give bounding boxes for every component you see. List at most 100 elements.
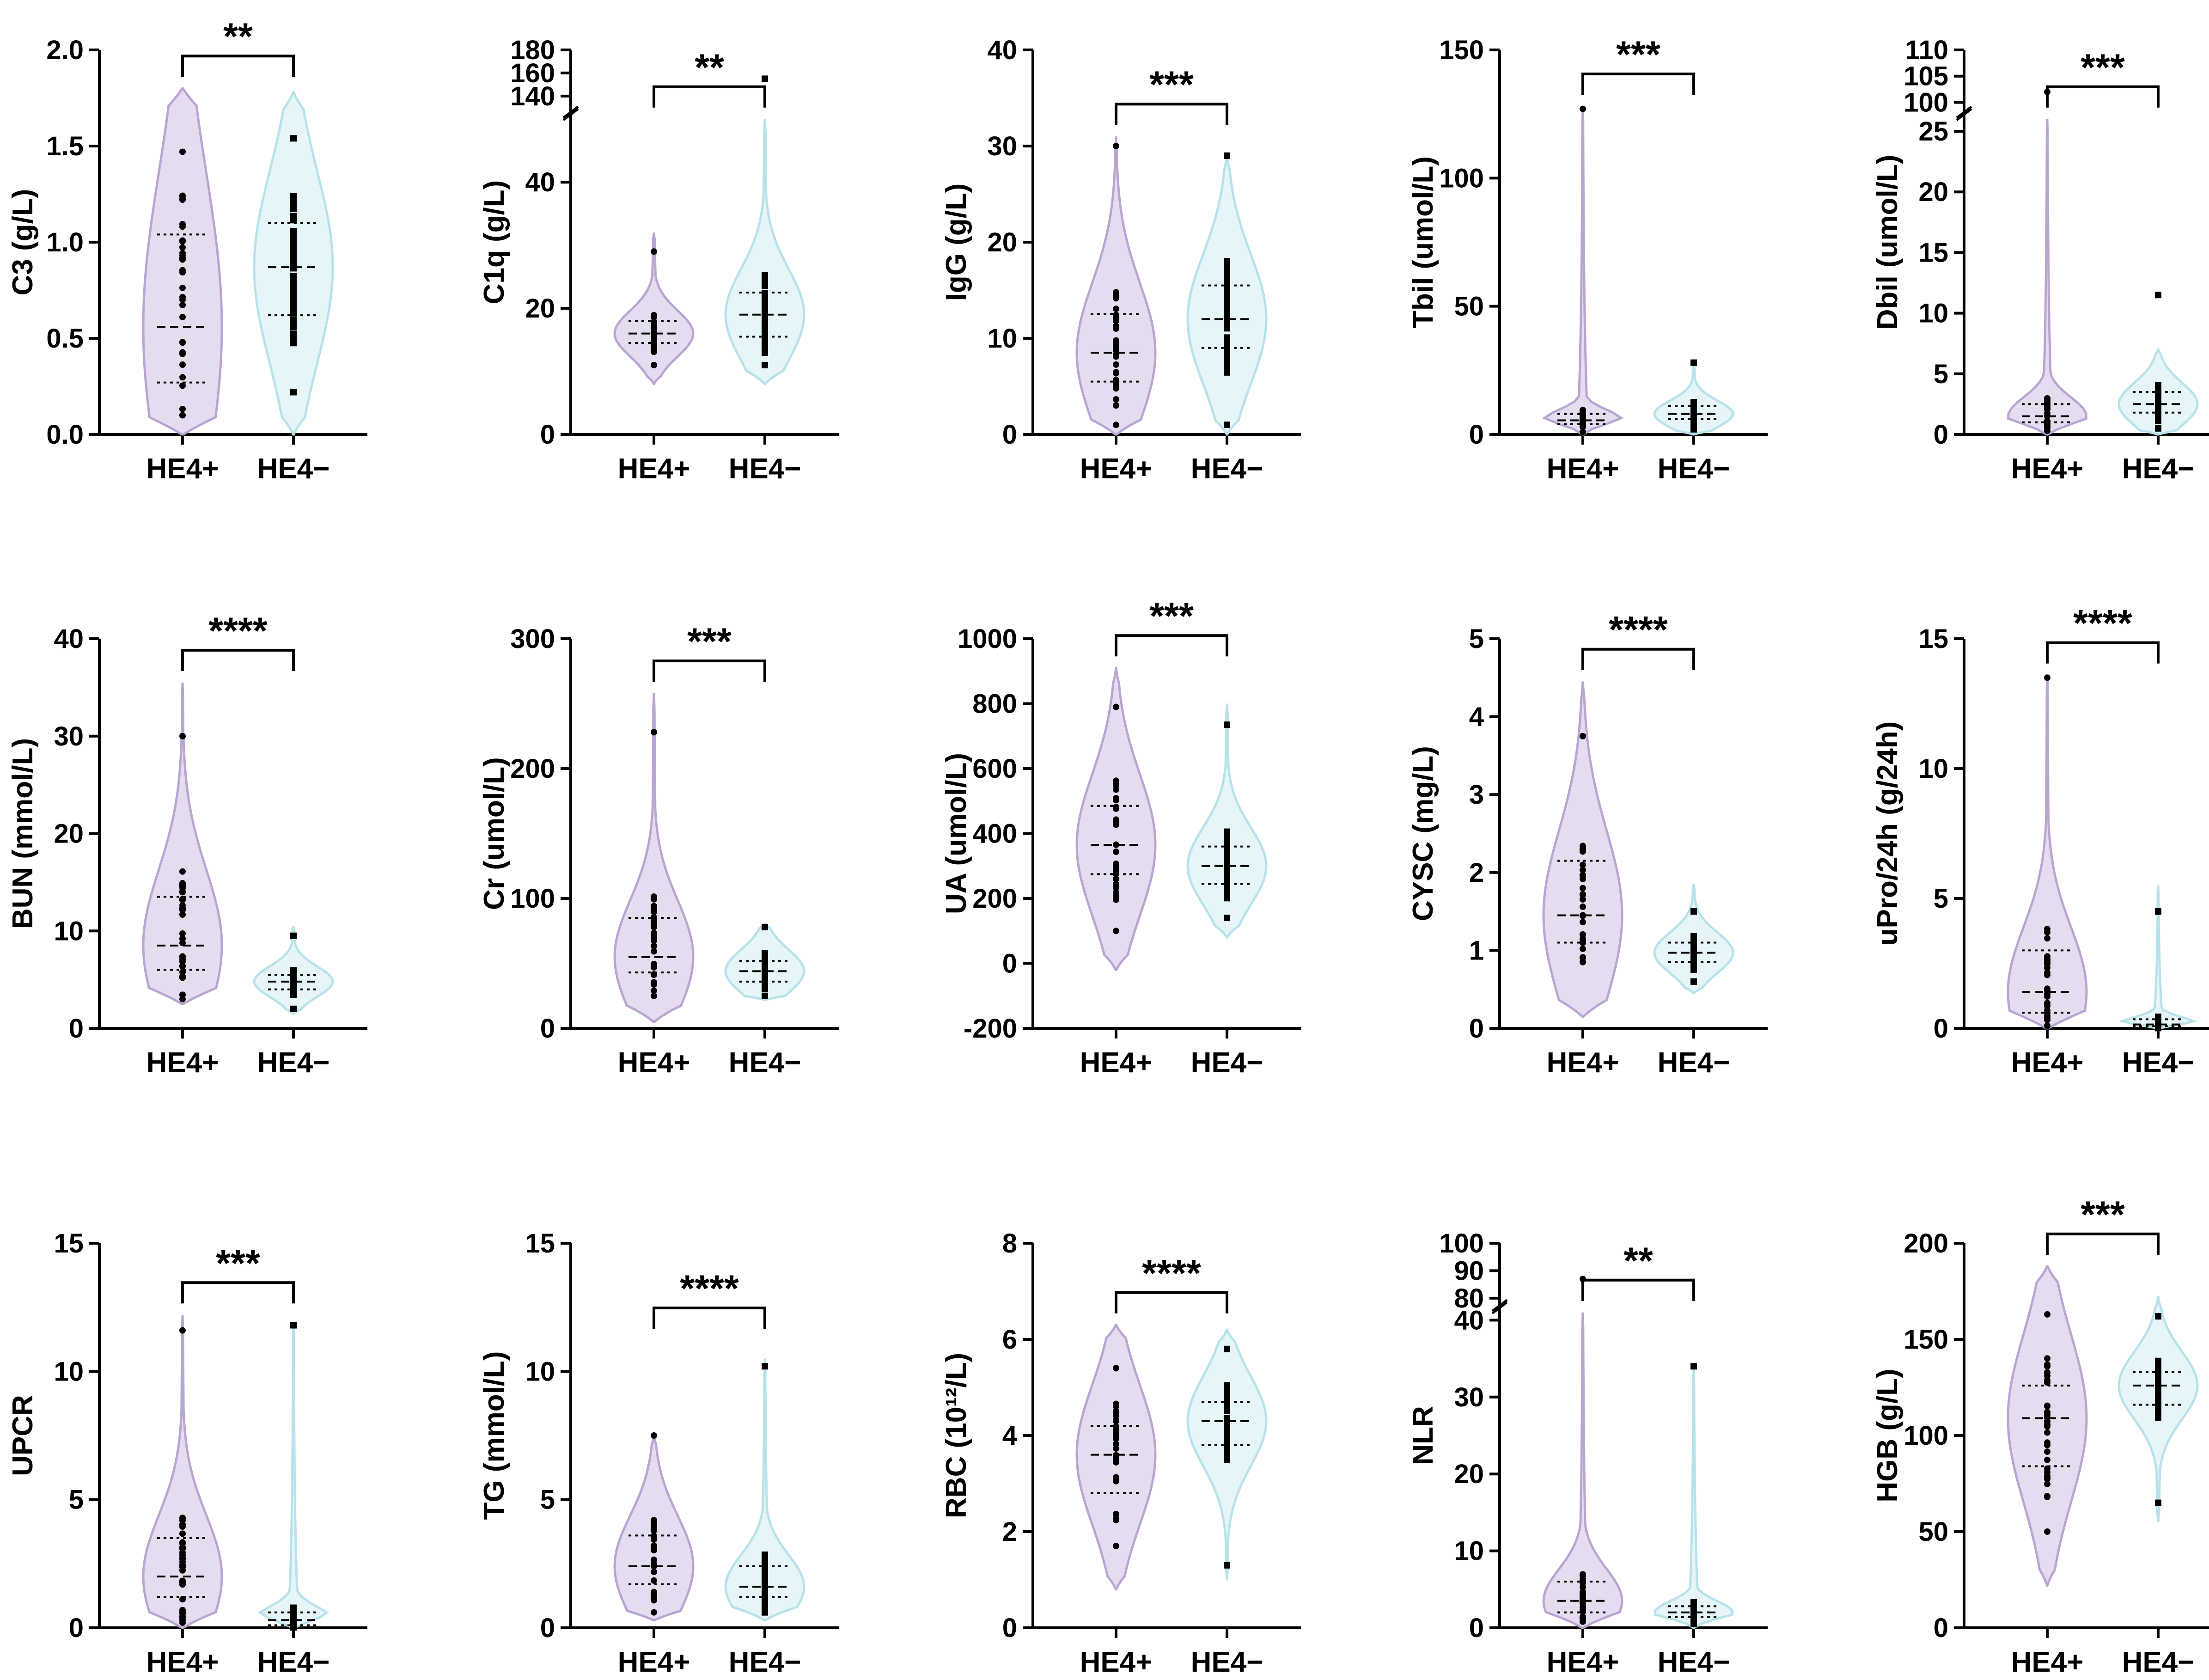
data-point — [1224, 422, 1230, 428]
x-category-label: HE4+ — [1547, 1646, 1619, 1678]
data-point — [1580, 903, 1586, 910]
x-category-label: HE4− — [257, 1047, 330, 1079]
data-point — [179, 349, 186, 356]
data-point — [651, 361, 657, 368]
y-tick-label: 100 — [1439, 163, 1484, 193]
significance-stars: *** — [1149, 595, 1194, 637]
data-point — [762, 361, 768, 368]
significance-stars: **** — [680, 1268, 739, 1310]
y-tick-label: 0.5 — [46, 324, 84, 354]
y-axis-title: BUN (mmol/L) — [7, 738, 39, 929]
significance-bracket — [1115, 1291, 1228, 1313]
y-tick-label: 40 — [525, 167, 555, 197]
data-point — [651, 321, 657, 328]
data-point — [290, 294, 297, 301]
y-tick-label: 0 — [1469, 420, 1484, 450]
data-point — [651, 1526, 657, 1533]
data-point — [1113, 848, 1119, 855]
significance-stars: *** — [687, 621, 732, 663]
data-point — [1113, 385, 1119, 392]
data-point — [290, 243, 297, 250]
significance-stars: *** — [1616, 34, 1660, 76]
data-point — [2044, 993, 2050, 1000]
x-category-label: HE4− — [2122, 1646, 2195, 1678]
y-tick-label: 80 — [1454, 1283, 1484, 1313]
data-point — [2155, 1360, 2161, 1367]
significance-stars: **** — [1609, 609, 1668, 651]
data-point — [179, 255, 186, 262]
data-point — [2155, 1313, 2161, 1320]
data-point — [1113, 396, 1119, 403]
data-point — [1224, 915, 1230, 922]
data-point — [1224, 721, 1230, 728]
y-tick-label: 0 — [1934, 1613, 1948, 1643]
y-tick-label: 100 — [1904, 87, 1948, 117]
data-point — [290, 302, 297, 309]
y-tick-label: 20 — [54, 819, 84, 849]
y-axis-title: RBC (10¹²/L) — [940, 1353, 972, 1518]
y-tick-label: 140 — [510, 81, 555, 111]
y-tick-label: 2 — [1469, 858, 1484, 888]
data-point — [762, 75, 768, 82]
data-point — [1580, 954, 1586, 961]
data-point — [179, 1530, 186, 1537]
data-point — [762, 318, 768, 324]
x-category-label: HE4+ — [2011, 453, 2084, 485]
data-point — [762, 955, 768, 962]
data-point — [2044, 1402, 2050, 1409]
data-point — [762, 1570, 768, 1577]
data-point — [762, 306, 768, 313]
data-point — [1113, 821, 1119, 828]
data-point — [290, 932, 297, 939]
data-point — [179, 223, 186, 230]
y-tick-label: 10 — [1454, 1536, 1484, 1566]
panel-cysc: 0 1 2 3 4 5 HE4+ HE4− CYSC (mg/L) **** — [1407, 609, 1768, 1079]
violin-he4-pos — [142, 682, 223, 1005]
data-point — [1113, 703, 1119, 710]
data-point — [651, 1592, 657, 1599]
data-point — [2155, 416, 2161, 423]
data-point — [1690, 962, 1697, 969]
y-tick-label: 0 — [1934, 1014, 1948, 1044]
violin-he4-pos — [613, 693, 695, 1023]
data-point — [179, 339, 186, 346]
data-point — [651, 348, 657, 355]
x-category-label: HE4+ — [2011, 1047, 2084, 1079]
x-category-label: HE4+ — [1080, 453, 1153, 485]
data-point — [651, 339, 657, 346]
y-tick-label: 1.0 — [46, 227, 84, 257]
data-point — [1580, 872, 1586, 879]
data-point — [179, 244, 186, 251]
data-point — [762, 992, 768, 999]
significance-bracket — [1581, 73, 1695, 95]
data-point — [1690, 908, 1697, 915]
significance-stars: **** — [208, 610, 268, 652]
data-point — [2044, 395, 2050, 402]
data-point — [2044, 1423, 2050, 1430]
x-category-label: HE4− — [1658, 1646, 1730, 1678]
data-point — [2155, 388, 2161, 395]
y-tick-label: 200 — [510, 754, 555, 784]
significance-stars: **** — [1142, 1252, 1201, 1295]
data-point — [290, 135, 297, 142]
y-tick-label: 180 — [510, 35, 555, 65]
data-point — [651, 1518, 657, 1525]
y-tick-label: 30 — [987, 131, 1017, 161]
data-point — [1224, 152, 1230, 159]
data-point — [1580, 936, 1586, 943]
data-point — [1690, 952, 1697, 959]
data-point — [1113, 323, 1119, 330]
data-point — [651, 313, 657, 320]
data-point — [290, 1624, 297, 1631]
data-point — [762, 340, 768, 347]
y-tick-label: 200 — [972, 884, 1017, 914]
data-point — [2044, 1493, 2050, 1500]
x-category-label: HE4+ — [1547, 1047, 1619, 1079]
data-point — [1580, 1613, 1586, 1620]
y-tick-label: 20 — [1918, 177, 1948, 207]
data-point — [290, 336, 297, 343]
significance-stars: *** — [2081, 1194, 2125, 1236]
violin-he4-pos — [1075, 136, 1157, 436]
data-point — [2044, 1311, 2050, 1318]
y-tick-label: 600 — [972, 754, 1017, 784]
